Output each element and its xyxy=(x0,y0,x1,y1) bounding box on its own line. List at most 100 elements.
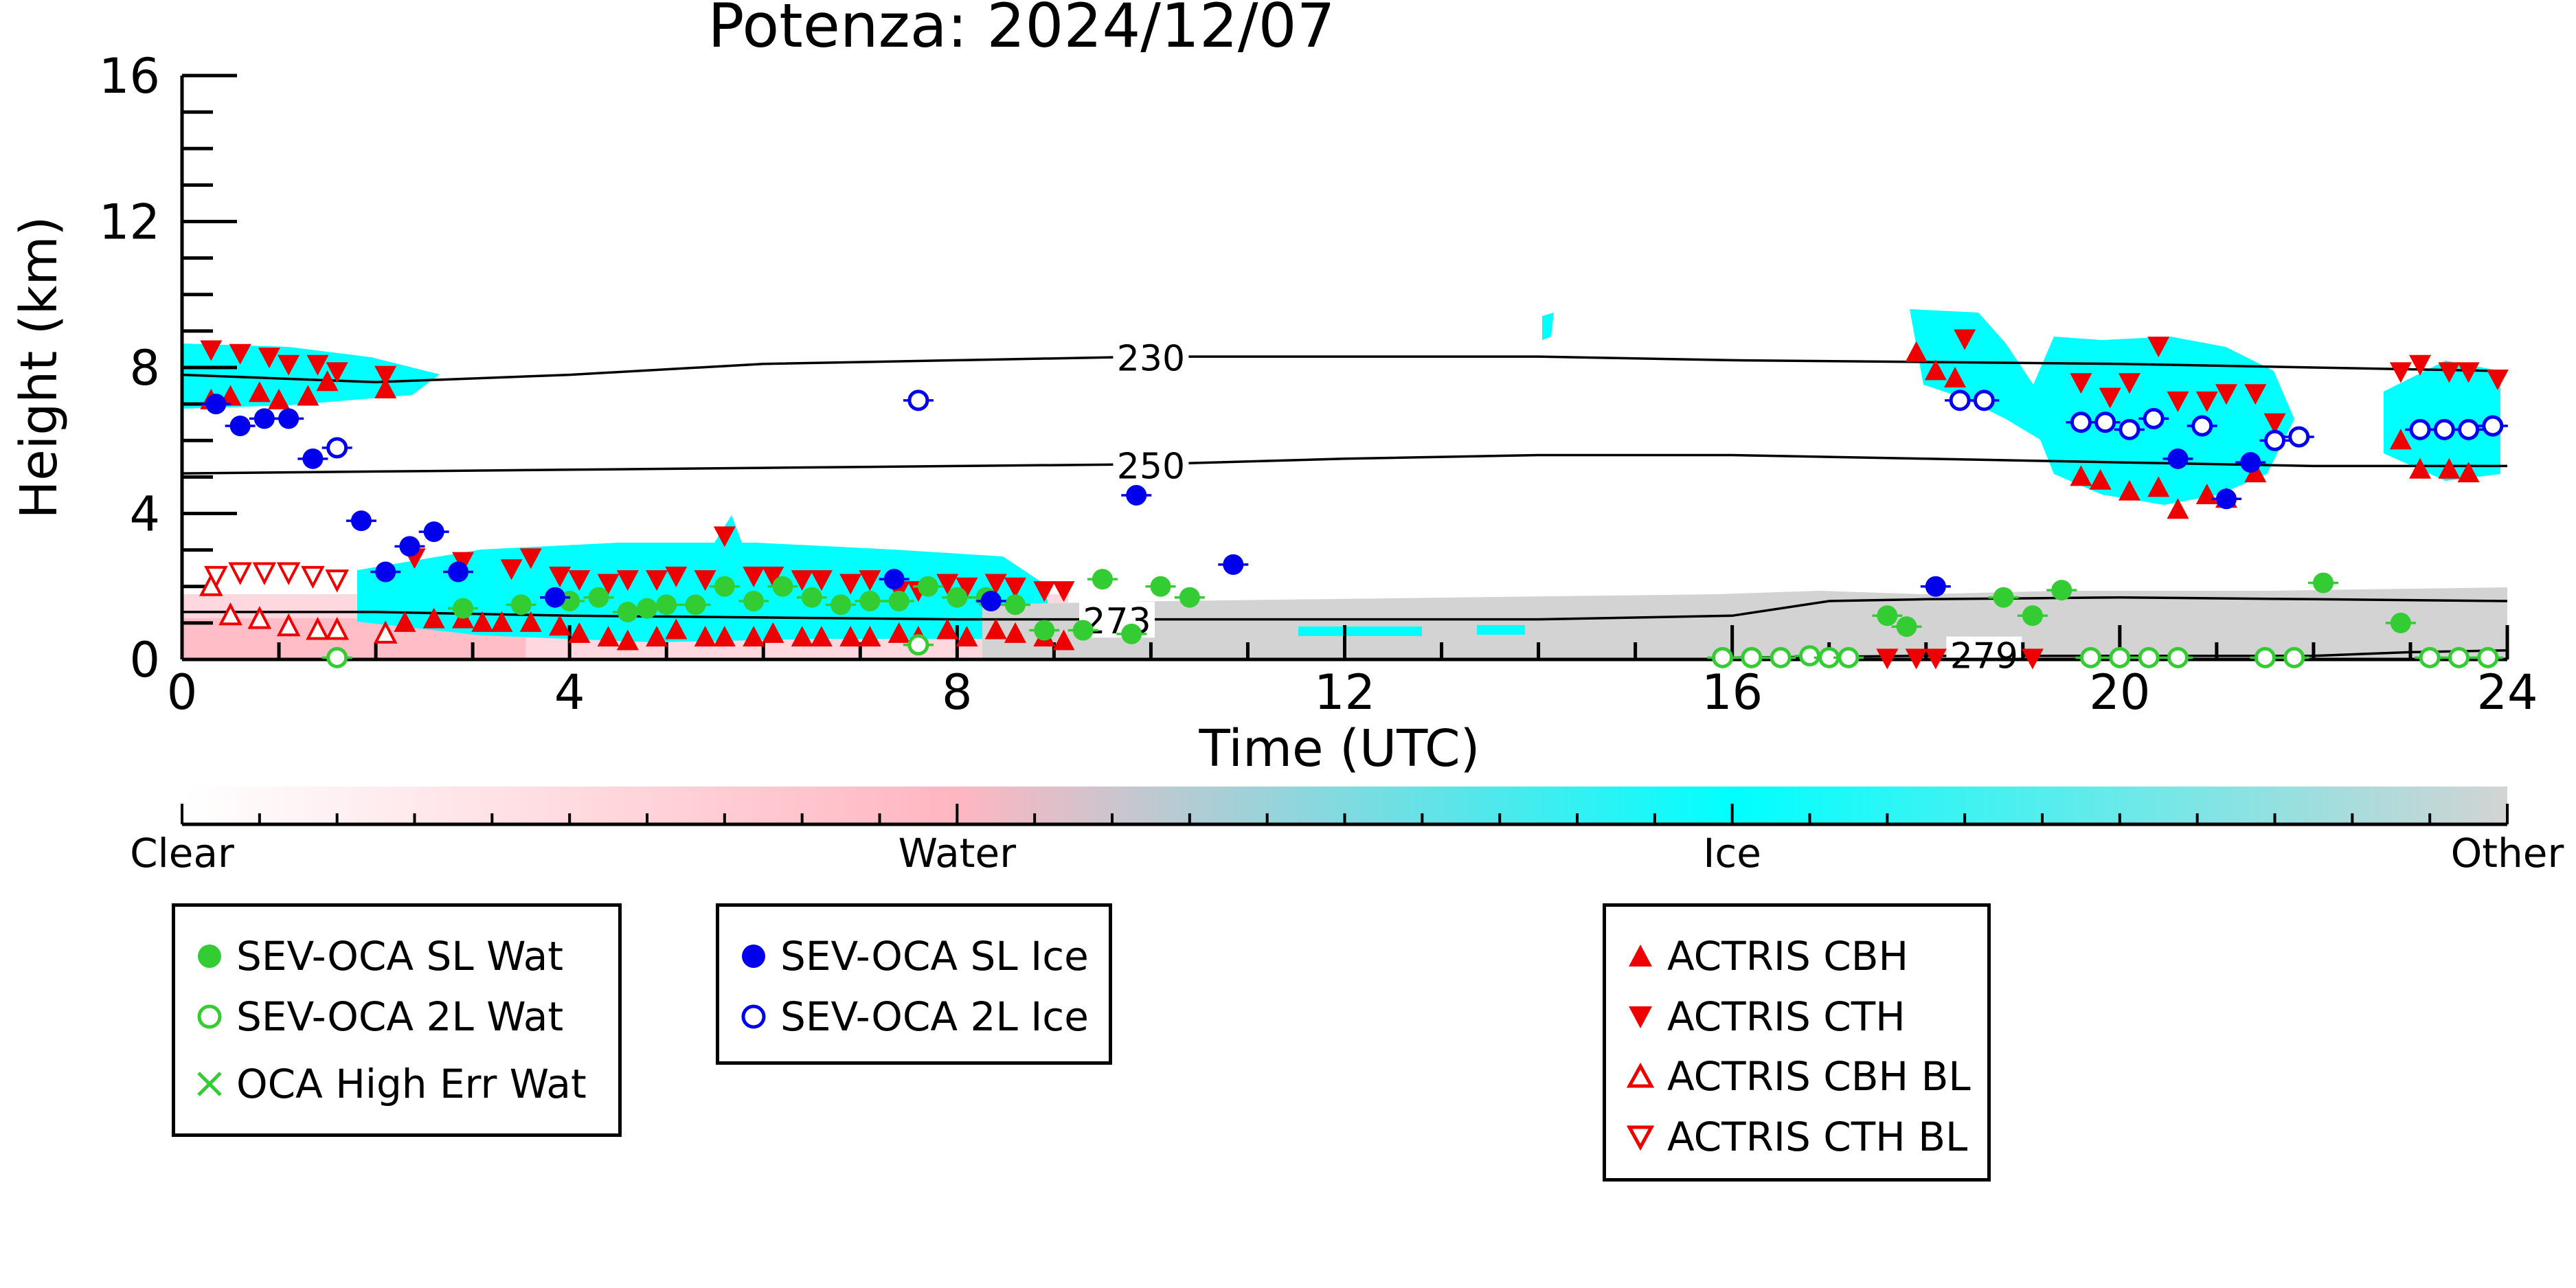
data-point xyxy=(2390,612,2411,633)
data-point xyxy=(907,389,929,411)
data-point xyxy=(1150,576,1171,597)
data-point xyxy=(1993,587,2014,608)
data-point xyxy=(2167,391,2189,412)
data-point xyxy=(2283,646,2305,668)
data-point xyxy=(859,570,881,591)
isotherm-line xyxy=(182,453,2507,475)
data-point xyxy=(394,611,416,632)
legend-label: SEV-OCA 2L Wat xyxy=(236,993,564,1040)
ice-cloud-region xyxy=(1477,625,1525,635)
data-point xyxy=(205,394,227,415)
data-point xyxy=(2482,415,2504,437)
data-point xyxy=(918,576,939,597)
data-point xyxy=(247,606,272,629)
colorbar-label: Clear xyxy=(130,830,234,877)
data-point xyxy=(810,626,833,647)
legend-marker-filled-circle-icon xyxy=(198,945,221,968)
other-region xyxy=(982,587,2507,659)
data-point xyxy=(325,569,349,593)
data-point xyxy=(1052,581,1075,602)
y-ticks: 0 4 8 12 16 xyxy=(99,48,237,688)
data-point xyxy=(1004,577,1026,598)
data-point xyxy=(888,622,910,643)
data-point xyxy=(549,615,572,636)
cloud-phase-colorbar: Clear Water Ice Other xyxy=(130,787,2564,877)
data-point xyxy=(714,576,735,597)
data-point xyxy=(1034,620,1055,641)
data-point xyxy=(1799,645,1820,667)
x-tick-label: 4 xyxy=(554,664,585,721)
data-point xyxy=(545,587,566,608)
legend-marker-open-circle-icon xyxy=(197,1004,222,1029)
data-point xyxy=(1004,622,1026,643)
data-point xyxy=(229,416,251,436)
isotherm-label: 279 xyxy=(1950,636,2018,677)
data-point xyxy=(276,562,301,585)
data-point xyxy=(423,521,444,543)
data-point xyxy=(1121,623,1142,644)
data-point xyxy=(743,591,765,611)
legend-entry: SEV-OCA 2L Wat xyxy=(192,993,564,1040)
data-point xyxy=(276,613,301,637)
data-point xyxy=(375,561,396,583)
legend-label: SEV-OCA 2L Ice xyxy=(780,993,1089,1040)
data-point xyxy=(2409,354,2432,376)
data-point xyxy=(2240,452,2261,473)
data-point xyxy=(2409,418,2431,440)
data-point xyxy=(888,591,909,611)
data-point xyxy=(2438,362,2461,383)
isotherm-label-bg xyxy=(1113,339,1189,375)
data-point xyxy=(2419,646,2441,668)
colorbar-label: Ice xyxy=(1703,830,1761,877)
data-point xyxy=(839,574,862,595)
data-point xyxy=(2147,337,2170,358)
data-point xyxy=(302,448,324,469)
data-point xyxy=(907,634,929,656)
data-point xyxy=(519,548,542,569)
data-point xyxy=(656,594,677,615)
y-axis-label: Height (km) xyxy=(10,216,69,519)
legend-marker-x-icon xyxy=(197,1072,222,1096)
data-point xyxy=(956,626,978,647)
data-point xyxy=(2389,429,2412,450)
legend-marker-filled-circle-icon xyxy=(742,945,765,968)
data-point xyxy=(665,566,688,587)
data-point xyxy=(2094,411,2116,433)
data-point xyxy=(616,629,639,651)
data-point xyxy=(646,570,668,591)
data-point xyxy=(685,594,706,615)
isotherm-label-bg xyxy=(1946,636,2022,673)
data-point xyxy=(471,611,494,632)
data-point xyxy=(453,598,474,619)
data-point xyxy=(2070,465,2092,486)
data-point xyxy=(1126,484,1147,506)
data-point xyxy=(2118,373,2140,394)
y-tick-label: 16 xyxy=(99,48,160,104)
data-point xyxy=(2433,418,2455,440)
legend-label: SEV-OCA SL Ice xyxy=(780,933,1089,980)
legend-entry: SEV-OCA SL Wat xyxy=(192,933,563,980)
x-tick-label: 0 xyxy=(167,664,198,721)
data-point xyxy=(772,576,793,597)
isotherm-label-bg xyxy=(1113,447,1189,483)
data-point xyxy=(325,617,349,640)
data-point xyxy=(306,354,329,376)
x-tick-label: 8 xyxy=(942,664,973,721)
data-point xyxy=(1223,554,1244,575)
data-point xyxy=(510,594,532,615)
data-point xyxy=(2389,362,2412,383)
data-point xyxy=(984,618,1007,640)
data-point xyxy=(2457,362,2480,383)
data-point xyxy=(2448,646,2470,668)
data-point xyxy=(374,377,397,398)
legend-entry: SEV-OCA SL Ice xyxy=(736,933,1089,980)
data-point xyxy=(980,591,1002,611)
colorbar-label: Other xyxy=(2451,830,2564,877)
data-point xyxy=(1052,629,1075,651)
data-point xyxy=(859,591,881,611)
data-point xyxy=(1770,646,1792,668)
legend-entry: ACTRIS CBH BL xyxy=(1623,1053,1971,1100)
data-point xyxy=(204,565,228,589)
data-point xyxy=(597,626,620,647)
data-point xyxy=(713,526,736,547)
